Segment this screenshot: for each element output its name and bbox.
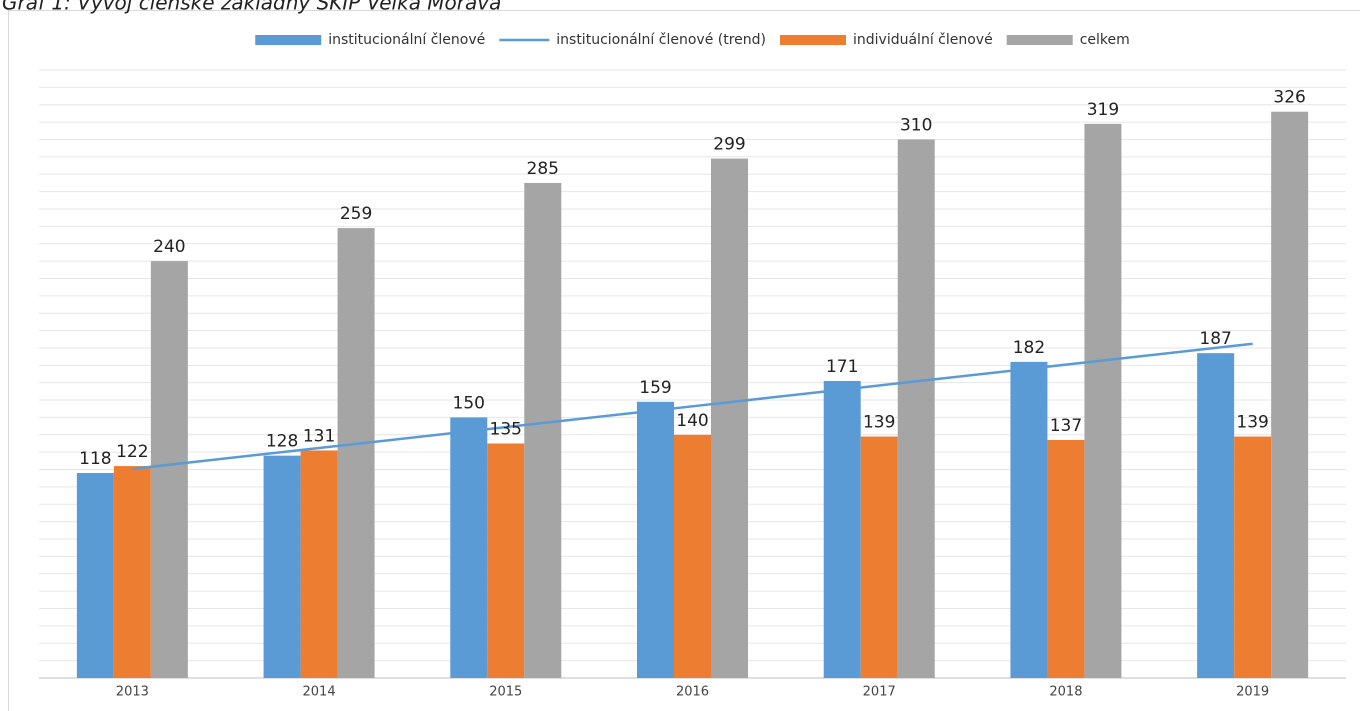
x-tick-label: 2018 — [1049, 685, 1082, 700]
legend-symbol — [780, 35, 847, 45]
data-label: 182 — [1013, 338, 1045, 358]
data-label: 135 — [490, 419, 522, 439]
bar — [674, 434, 711, 678]
data-label: 171 — [826, 357, 858, 377]
legend-label: celkem — [1080, 32, 1130, 48]
legend-label: individuální členové — [853, 32, 993, 48]
data-label: 150 — [453, 393, 485, 413]
data-label: 187 — [1199, 329, 1231, 349]
data-label: 326 — [1273, 88, 1305, 108]
data-label: 118 — [79, 449, 111, 469]
bar — [897, 139, 935, 678]
x-tick-label: 2019 — [1236, 685, 1269, 700]
bar — [1010, 361, 1048, 678]
legend-symbol — [255, 35, 322, 45]
bar — [823, 380, 861, 678]
bar — [1047, 440, 1085, 678]
data-label: 139 — [863, 413, 895, 433]
legend-label: institucionální členové (trend) — [556, 32, 766, 48]
chart-title: Graf 1: Vývoj členské základny SKIP Velk… — [2, 0, 501, 15]
legend-label: institucionální členové — [328, 32, 485, 48]
data-label: 240 — [153, 237, 185, 257]
x-tick-label: 2013 — [116, 685, 149, 700]
bar — [1197, 353, 1235, 678]
data-label: 139 — [1236, 413, 1268, 433]
bar — [711, 158, 748, 678]
bar — [1234, 436, 1272, 678]
data-label: 140 — [676, 411, 708, 431]
bar — [524, 182, 562, 678]
data-label: 137 — [1050, 416, 1082, 436]
data-label: 319 — [1087, 100, 1119, 120]
data-label: 299 — [713, 135, 745, 155]
data-label: 259 — [340, 204, 372, 224]
bar — [150, 261, 188, 678]
x-tick-label: 2017 — [863, 685, 896, 700]
x-tick-label: 2015 — [489, 685, 522, 700]
bar — [1084, 123, 1122, 678]
data-label: 122 — [116, 442, 148, 462]
data-label: 285 — [527, 159, 559, 179]
bar — [300, 450, 338, 678]
data-label: 310 — [900, 115, 932, 135]
bar — [263, 455, 301, 678]
x-tick-label: 2014 — [303, 685, 336, 700]
data-label: 131 — [303, 426, 335, 446]
bar — [113, 466, 151, 678]
bar — [487, 443, 525, 678]
bar — [76, 473, 114, 678]
bar — [450, 417, 488, 678]
bar — [1271, 111, 1309, 679]
trend-line — [132, 342, 1253, 471]
bar — [637, 401, 674, 678]
bar — [860, 436, 898, 678]
data-label: 128 — [266, 432, 298, 452]
data-label: 159 — [639, 378, 671, 398]
legend-symbol — [1006, 35, 1073, 45]
x-tick-label: 2016 — [676, 685, 709, 700]
bar — [337, 228, 375, 678]
